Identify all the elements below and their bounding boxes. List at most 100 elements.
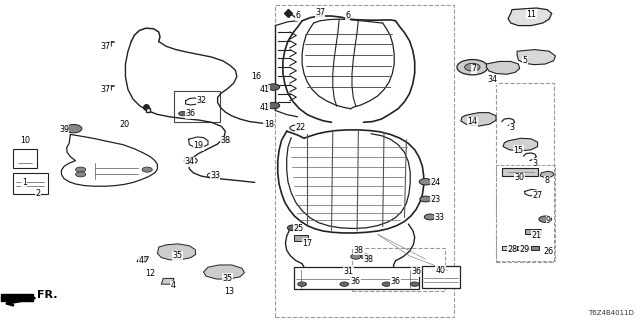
Polygon shape <box>161 278 174 284</box>
Text: 3: 3 <box>509 124 515 132</box>
Text: 9: 9 <box>546 216 551 225</box>
Circle shape <box>539 216 552 222</box>
Polygon shape <box>517 50 556 65</box>
Circle shape <box>267 84 280 90</box>
Circle shape <box>287 225 299 231</box>
Text: 19: 19 <box>193 141 204 150</box>
Text: 38: 38 <box>220 136 230 145</box>
Polygon shape <box>486 61 520 74</box>
Text: 17: 17 <box>302 239 312 248</box>
Text: 36: 36 <box>390 277 401 286</box>
Bar <box>496 165 555 261</box>
Text: 34: 34 <box>184 157 195 166</box>
Polygon shape <box>1 294 33 301</box>
Text: 37: 37 <box>100 42 111 51</box>
Circle shape <box>457 60 488 75</box>
Text: 25: 25 <box>294 224 304 233</box>
Text: 12: 12 <box>145 269 156 278</box>
Text: 35: 35 <box>222 274 232 283</box>
Bar <box>517 246 529 250</box>
Polygon shape <box>508 8 552 26</box>
Text: 27: 27 <box>532 191 543 200</box>
Text: 29: 29 <box>520 245 530 254</box>
Text: 33: 33 <box>210 172 220 180</box>
Bar <box>275 5 454 317</box>
Text: 36: 36 <box>186 109 196 118</box>
Text: 16: 16 <box>251 72 261 81</box>
Text: 6: 6 <box>295 12 300 20</box>
Circle shape <box>351 254 361 259</box>
Text: 33: 33 <box>434 213 444 222</box>
Circle shape <box>361 254 371 259</box>
Text: T6Z4B4011D: T6Z4B4011D <box>588 310 634 316</box>
Text: 14: 14 <box>467 117 477 126</box>
Circle shape <box>179 111 188 116</box>
Circle shape <box>419 179 432 185</box>
Circle shape <box>267 102 280 109</box>
Text: 11: 11 <box>526 10 536 19</box>
Text: 38: 38 <box>353 246 364 255</box>
Polygon shape <box>540 171 554 178</box>
Text: 4: 4 <box>138 256 143 265</box>
Text: 20: 20 <box>120 120 130 129</box>
Text: 30: 30 <box>515 173 525 182</box>
Polygon shape <box>461 113 496 126</box>
Circle shape <box>76 167 86 172</box>
Polygon shape <box>157 244 196 260</box>
Text: 13: 13 <box>224 287 234 296</box>
Circle shape <box>340 282 349 286</box>
Text: 2: 2 <box>36 189 41 198</box>
Text: 8: 8 <box>545 176 550 185</box>
Circle shape <box>420 196 431 202</box>
Text: 35: 35 <box>173 252 183 260</box>
Bar <box>502 246 515 250</box>
Text: 15: 15 <box>513 146 524 155</box>
Text: 39: 39 <box>59 125 69 134</box>
Text: 36: 36 <box>411 268 421 276</box>
Circle shape <box>298 282 307 286</box>
Bar <box>502 168 538 176</box>
Bar <box>13 149 37 168</box>
Text: 6: 6 <box>345 12 350 20</box>
Text: 26: 26 <box>543 247 554 256</box>
Text: 37: 37 <box>100 85 111 94</box>
Circle shape <box>142 167 152 172</box>
Text: 7: 7 <box>471 64 476 73</box>
Bar <box>531 246 539 250</box>
Text: 18: 18 <box>264 120 274 129</box>
Circle shape <box>382 282 391 286</box>
Text: 41: 41 <box>259 103 269 112</box>
Bar <box>13 173 48 194</box>
Text: 37: 37 <box>315 8 325 17</box>
Text: 41: 41 <box>259 85 269 94</box>
Bar <box>496 83 554 262</box>
Bar <box>221 139 230 142</box>
Text: 24: 24 <box>430 178 440 187</box>
Text: 1: 1 <box>22 178 27 187</box>
Text: 22: 22 <box>296 124 306 132</box>
Polygon shape <box>503 138 538 151</box>
Polygon shape <box>204 265 244 279</box>
Circle shape <box>465 63 480 71</box>
Text: 34: 34 <box>488 76 498 84</box>
Bar <box>174 91 220 122</box>
Text: 38: 38 <box>363 255 373 264</box>
Circle shape <box>424 214 436 220</box>
Text: 40: 40 <box>435 266 445 275</box>
Text: 23: 23 <box>430 196 440 204</box>
Bar <box>422 266 460 288</box>
Text: 3: 3 <box>532 159 538 168</box>
Polygon shape <box>137 257 148 262</box>
Text: FR.: FR. <box>37 290 58 300</box>
Circle shape <box>76 172 86 177</box>
Text: 5: 5 <box>522 56 527 65</box>
Text: 32: 32 <box>196 96 207 105</box>
Text: 4: 4 <box>170 281 175 290</box>
Bar <box>525 229 541 234</box>
Text: 36: 36 <box>350 277 360 286</box>
Circle shape <box>65 124 82 133</box>
Text: 31: 31 <box>344 268 354 276</box>
Text: 21: 21 <box>531 231 541 240</box>
Bar <box>294 235 308 241</box>
Bar <box>294 267 419 289</box>
